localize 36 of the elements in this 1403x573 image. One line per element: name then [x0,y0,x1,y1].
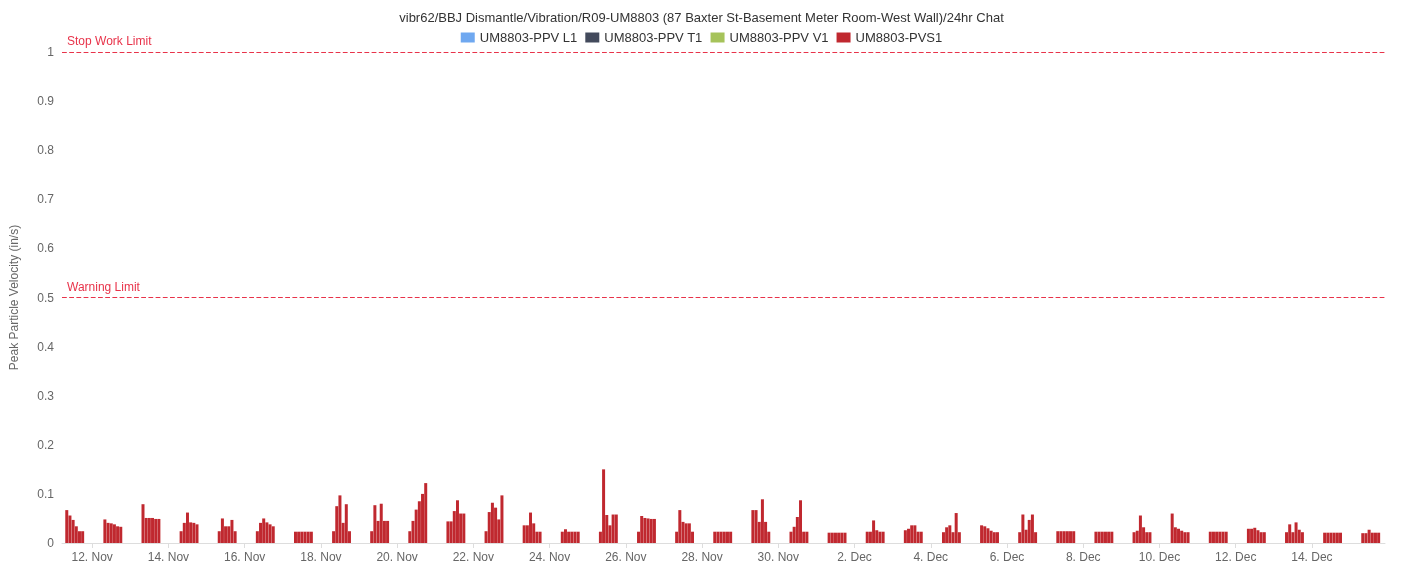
x-tick-label: 28. Nov [681,550,723,564]
y-tick-label: 0.9 [37,94,55,109]
x-tick-label: 12. Nov [71,550,113,564]
legend-label: UM8803-PPV V1 [729,30,829,45]
y-tick-label: 0 [47,536,55,550]
legend-label: UM8803-PVS1 [855,30,943,45]
x-tick-label: 12. Dec [1215,550,1257,564]
y-tick-label: 0.3 [37,388,55,403]
legend-label: UM8803-PPV T1 [604,30,703,45]
y-tick-label: 0.4 [37,339,55,354]
x-tick-label: 30. Nov [757,550,799,564]
ref-line-label: Warning Limit [67,279,141,294]
x-tick-label: 18. Nov [300,550,342,564]
x-tick-label: 4. Dec [913,550,949,564]
x-tick-label: 22. Nov [452,550,495,564]
x-tick-label: 14. Nov [147,550,190,564]
chart-title: vibr62/BBJ Dismantle/Vibration/R09-UM8803 (87 Baxter St-Basement Meter Room-West Wall)/24hr Chat [399,10,1005,25]
y-tick-label: 0.8 [37,143,55,158]
y-tick-label: 0.1 [37,486,55,501]
y-tick-label: 1 [47,45,55,59]
legend-label: UM8803-PPV L1 [479,30,578,45]
x-tick-label: 20. Nov [376,550,418,564]
y-tick-label: 0.6 [37,241,55,256]
y-tick-label: 0.5 [37,290,55,305]
x-tick-label: 8. Dec [1065,550,1101,564]
x-tick-label: 26. Nov [605,550,647,564]
y-tick-label: 0.7 [37,192,55,207]
y-axis-title: Peak Particle Velocity (in/s) [7,224,21,371]
y-tick-label: 0.2 [37,437,55,452]
x-tick-label: 24. Nov [528,550,571,564]
x-tick-label: 2. Dec [837,550,872,564]
x-tick-label: 16. Nov [223,550,266,564]
ref-line-label: Stop Work Limit [67,34,153,48]
x-tick-label: 6. Dec [989,550,1025,564]
x-tick-label: 14. Dec [1291,550,1333,564]
x-tick-label: 10. Dec [1138,550,1181,564]
